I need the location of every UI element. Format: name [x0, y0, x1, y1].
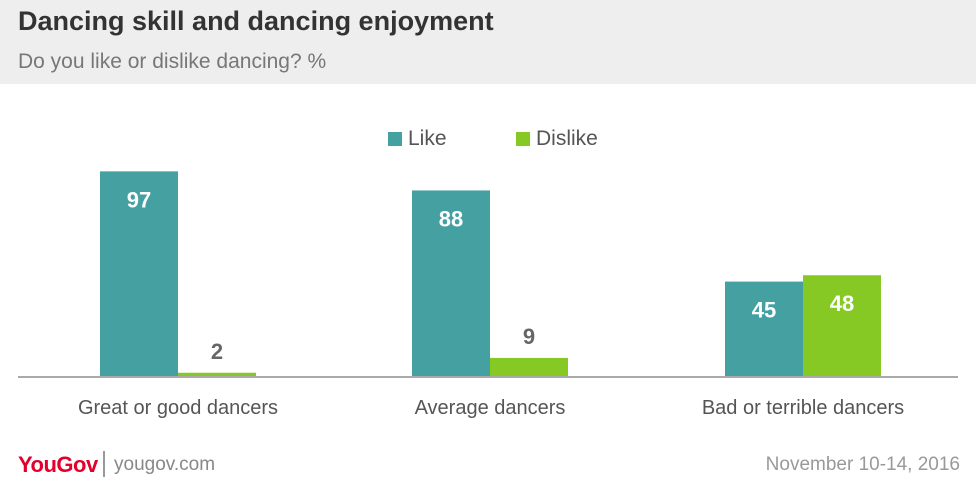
bar-like-2 — [725, 281, 803, 377]
footer-date: November 10-14, 2016 — [765, 454, 960, 475]
legend-label-like: Like — [408, 127, 447, 150]
footer-divider — [103, 451, 105, 477]
chart-subtitle: Do you like or dislike dancing? % — [18, 50, 327, 73]
footer-site: yougov.com — [114, 454, 216, 475]
bar-dislike-1 — [490, 357, 568, 377]
header: Dancing skill and dancing enjoyment Do y… — [0, 0, 976, 84]
data-label-dislike-1: 9 — [523, 324, 535, 349]
category-label-0: Great or good dancers — [78, 397, 278, 419]
category-label-2: Bad or terrible dancers — [702, 397, 904, 419]
bar-dislike-2 — [803, 275, 881, 377]
bar-like-0 — [100, 171, 178, 377]
category-label-1: Average dancers — [415, 397, 566, 419]
bar-like-1 — [412, 190, 490, 377]
data-label-dislike-0: 2 — [211, 339, 223, 364]
chart-title: Dancing skill and dancing enjoyment — [18, 6, 494, 36]
data-label-like-0: 97 — [127, 187, 151, 212]
legend-swatch-dislike — [516, 132, 530, 146]
data-label-like-2: 45 — [752, 298, 776, 323]
yougov-logo: YouGov — [18, 452, 98, 477]
legend-swatch-like — [388, 132, 402, 146]
legend-item-dislike: Dislike — [516, 127, 598, 151]
legend-item-like: Like — [388, 127, 447, 151]
legend-label-dislike: Dislike — [536, 127, 598, 150]
data-label-dislike-2: 48 — [830, 291, 854, 316]
bar-dislike-0 — [178, 372, 256, 377]
data-label-like-1: 88 — [439, 206, 463, 231]
legend: Like Dislike — [0, 127, 976, 153]
